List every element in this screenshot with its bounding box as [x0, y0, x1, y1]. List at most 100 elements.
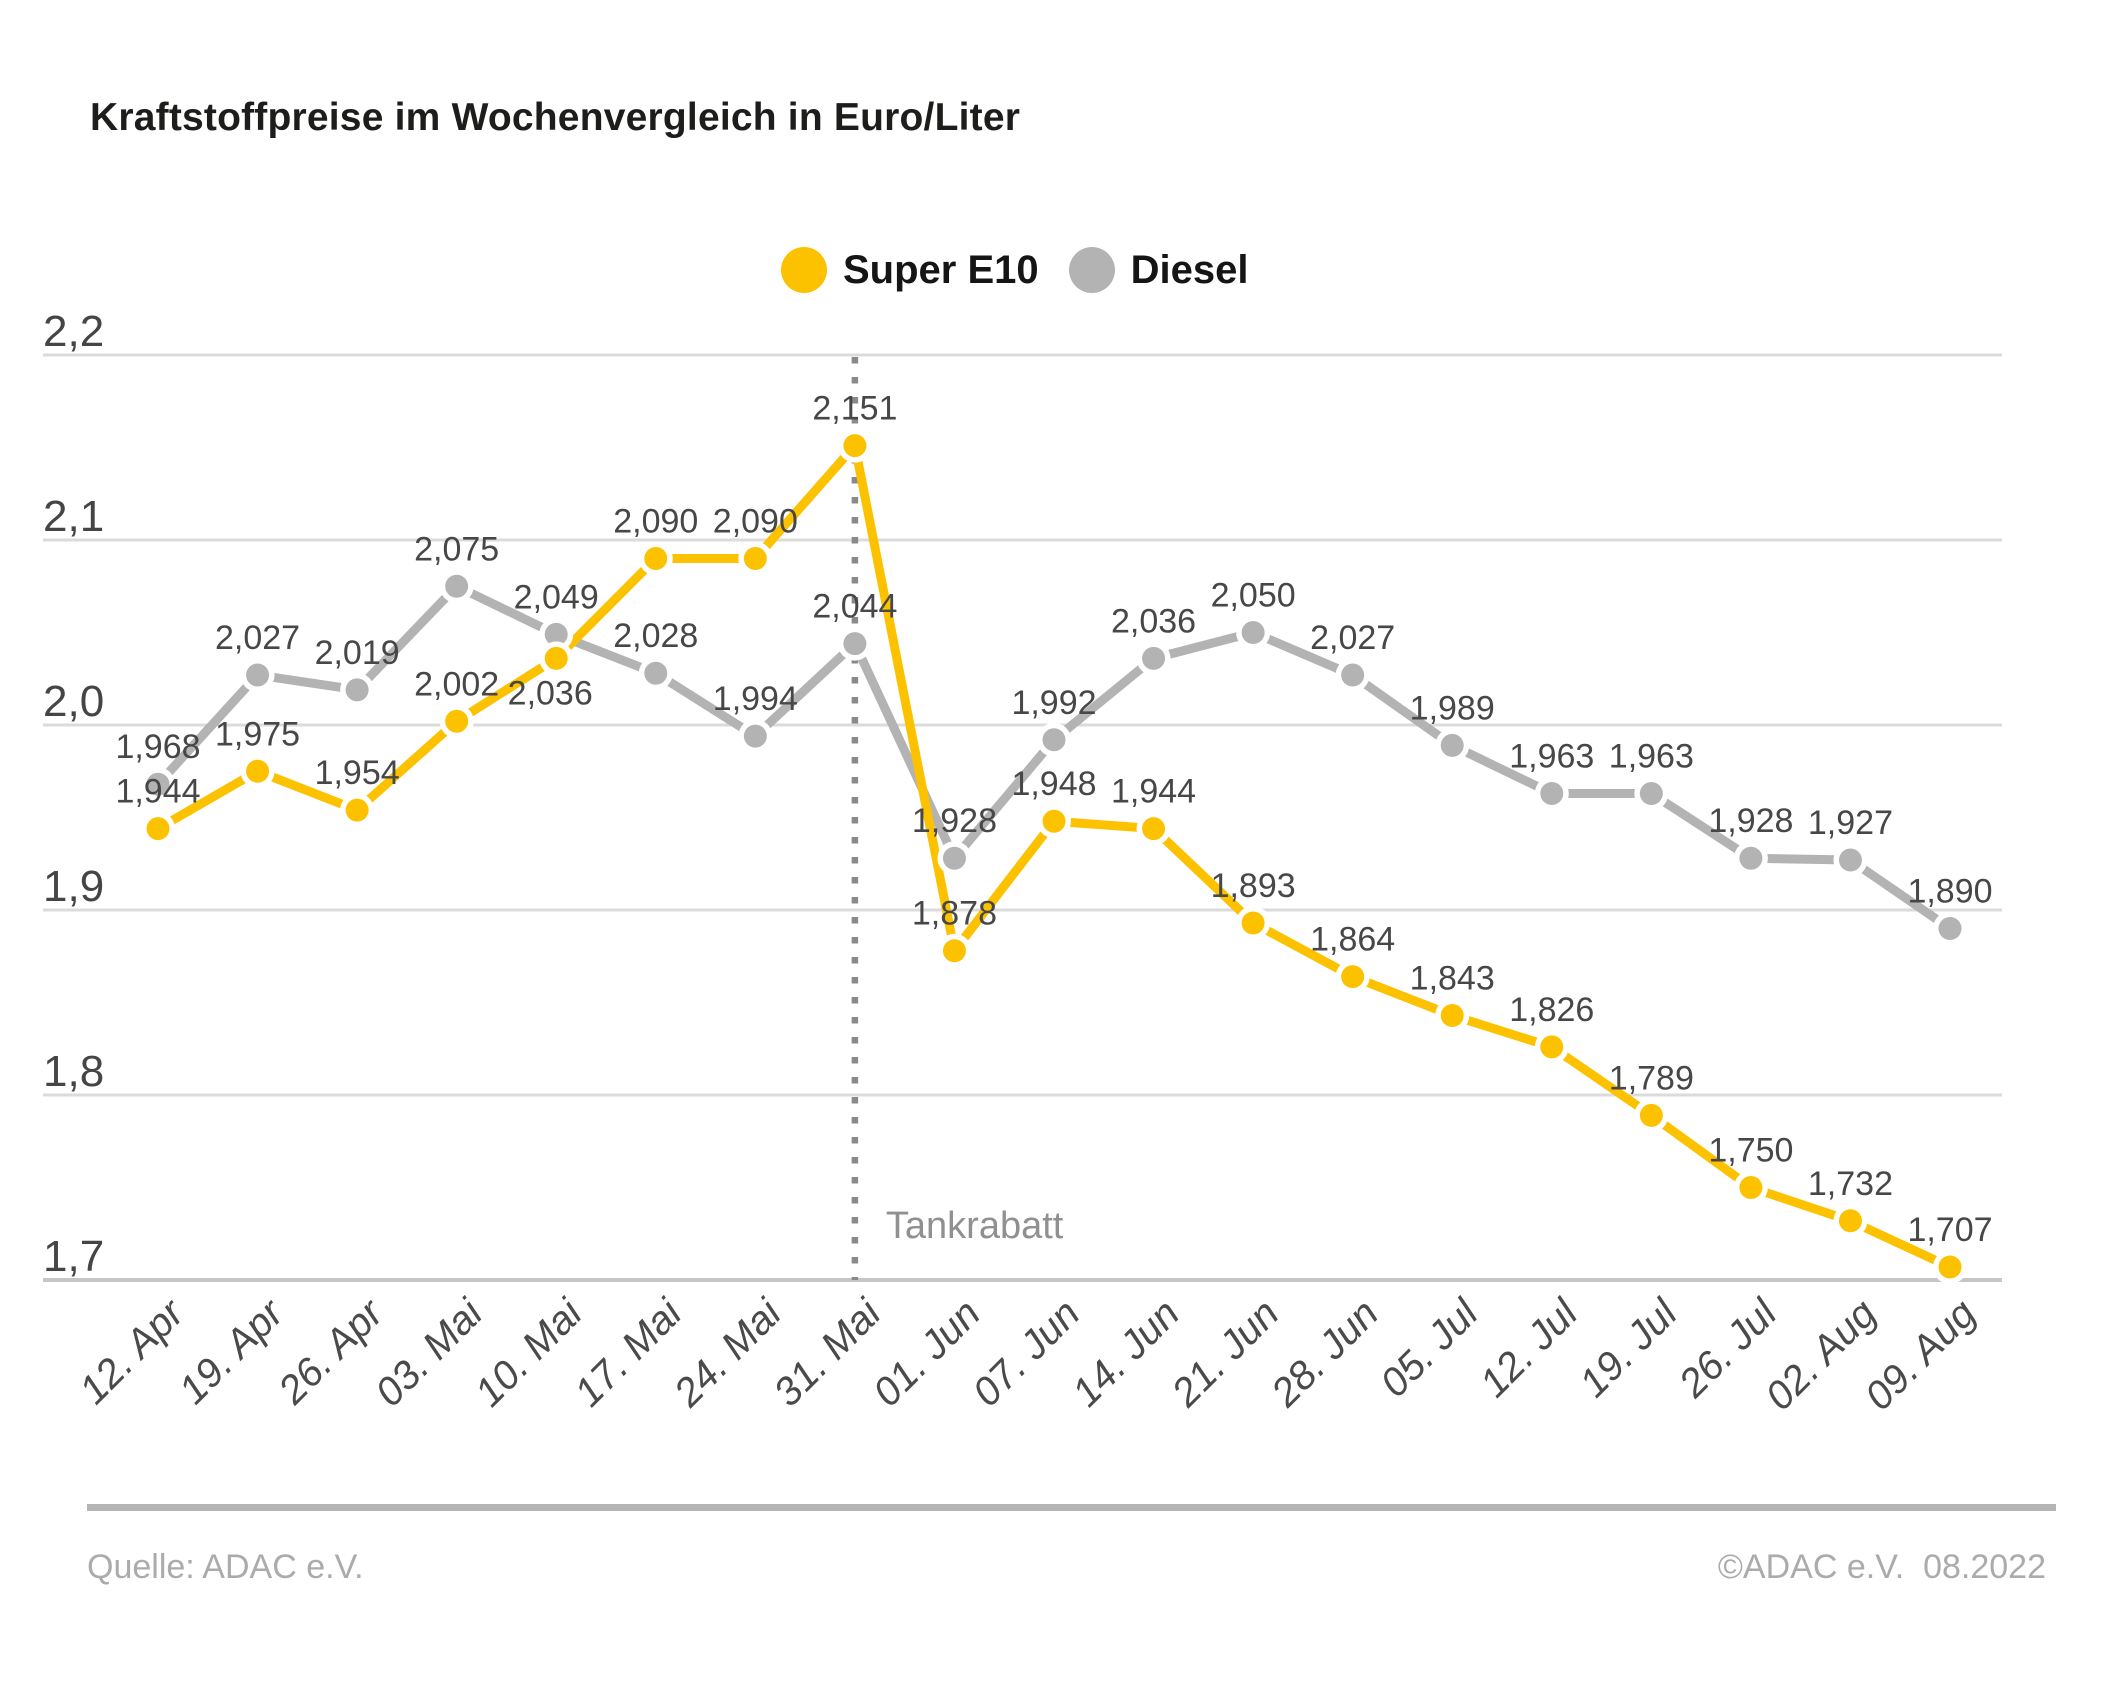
data-point-super-e10: [942, 939, 966, 963]
data-point-diesel: [345, 678, 369, 702]
data-point-label: 1,843: [1410, 959, 1495, 997]
data-point-diesel: [146, 772, 170, 796]
data-point-diesel: [1938, 917, 1962, 940]
data-point-label: 1,944: [1111, 773, 1196, 811]
data-point-label: 1,928: [1708, 802, 1793, 840]
y-tick-label: 2,1: [43, 492, 104, 541]
chart-title: Kraftstoffpreise im Wochenvergleich in E…: [90, 96, 1021, 139]
legend-item-diesel: Diesel: [1068, 247, 1249, 293]
super-e10-swatch-icon: [781, 247, 827, 293]
legend-label-super-e10: Super E10: [843, 248, 1039, 292]
data-point-super-e10: [445, 709, 469, 733]
data-point-diesel: [1042, 728, 1066, 752]
data-point-super-e10: [246, 759, 270, 783]
y-tick-label: 1,8: [43, 1047, 104, 1096]
data-point-label: 1,750: [1708, 1132, 1793, 1170]
data-point-super-e10: [843, 434, 867, 458]
data-point-diesel: [1838, 848, 1862, 872]
data-point-diesel: [246, 663, 270, 687]
data-point-label: 1,963: [1609, 737, 1694, 775]
data-point-label: 1,707: [1907, 1211, 1992, 1249]
data-point-label: 1,989: [1410, 689, 1495, 727]
data-point-diesel: [1639, 781, 1663, 805]
data-point-label: 1,994: [713, 680, 798, 718]
data-point-label: 2,019: [315, 634, 400, 672]
data-point-super-e10: [1639, 1103, 1663, 1127]
data-point-label: 1,732: [1808, 1165, 1893, 1203]
data-point-label: 2,027: [215, 619, 300, 657]
y-tick-label: 1,9: [43, 862, 104, 911]
y-tick-label: 2,2: [43, 307, 104, 356]
data-point-label: 2,036: [1111, 602, 1196, 640]
data-point-diesel: [445, 574, 469, 598]
footer-divider: [87, 1504, 2056, 1511]
data-point-label: 2,027: [1310, 619, 1395, 657]
data-point-label: 2,044: [812, 588, 897, 626]
data-point-super-e10: [1540, 1035, 1564, 1059]
data-point-super-e10: [743, 547, 767, 570]
data-point-label: 1,975: [215, 715, 300, 753]
data-point-label: 1,992: [1011, 684, 1096, 722]
data-point-super-e10: [1739, 1176, 1763, 1199]
data-point-label: 1,927: [1808, 804, 1893, 842]
data-point-super-e10: [146, 817, 170, 841]
x-tick-label: 24. Mai: [665, 1290, 790, 1415]
data-point-label: 2,075: [414, 530, 499, 568]
data-point-super-e10: [345, 798, 369, 822]
data-point-label: 1,890: [1907, 873, 1992, 911]
data-point-label: 2,050: [1211, 577, 1296, 615]
data-point-label: 1,968: [115, 728, 200, 766]
data-point-label: 2,002: [414, 665, 499, 703]
x-tick-label: 05. Jul: [1372, 1290, 1487, 1405]
data-point-label: 1,944: [115, 773, 200, 811]
data-point-label: 1,948: [1011, 765, 1096, 803]
data-point-super-e10: [1440, 1003, 1464, 1027]
data-point-diesel: [1142, 646, 1166, 670]
x-tick-label: 03. Mai: [367, 1290, 492, 1415]
source-note: Quelle: ADAC e.V.: [87, 1548, 364, 1586]
data-point-super-e10: [1838, 1209, 1862, 1233]
data-point-diesel: [1739, 846, 1763, 870]
x-tick-label: 28. Jun: [1262, 1291, 1387, 1416]
x-tick-label: 07. Jun: [964, 1291, 1088, 1415]
line-super-e10: [155, 441, 1952, 1272]
legend-item-super-e10: Super E10: [781, 247, 1039, 293]
data-point-super-e10: [1341, 965, 1365, 989]
diesel-swatch-icon: [1068, 247, 1115, 293]
x-tick-label: 10. Mai: [467, 1290, 592, 1415]
data-point-label: 1,789: [1609, 1059, 1694, 1097]
data-point-diesel: [743, 724, 767, 748]
x-tick-label: 17. Mai: [566, 1290, 691, 1415]
data-point-label: 1,826: [1509, 991, 1594, 1029]
data-point-label: 2,036: [508, 674, 593, 712]
data-point-label: 2,090: [613, 503, 698, 541]
data-point-diesel: [644, 661, 668, 685]
tankrabatt-label: Tankrabatt: [886, 1205, 1064, 1247]
data-point-label: 1,954: [315, 754, 400, 792]
data-point-label: 1,963: [1509, 737, 1594, 775]
data-point-diesel: [1440, 733, 1464, 757]
data-point-diesel: [1540, 781, 1564, 805]
x-tick-label: 02. Aug: [1757, 1291, 1885, 1419]
data-point-super-e10: [644, 547, 668, 570]
data-point-label: 1,893: [1211, 867, 1296, 905]
data-point-label: 1,864: [1310, 921, 1395, 959]
data-point-label: 2,090: [713, 503, 798, 541]
legend: Super E10 Diesel: [781, 247, 1249, 293]
data-point-label: 2,028: [613, 617, 698, 655]
data-point-label: 2,151: [812, 390, 897, 428]
y-tick-label: 2,0: [43, 677, 104, 726]
data-point-label: 1,928: [912, 802, 997, 840]
x-tick-label: 12. Jul: [1472, 1290, 1587, 1405]
y-tick-label: 1,7: [43, 1232, 104, 1281]
legend-label-diesel: Diesel: [1130, 248, 1249, 292]
data-point-super-e10: [544, 646, 568, 670]
x-tick-label: 26. Apr: [270, 1290, 393, 1413]
x-tick-label: 19. Apr: [171, 1290, 293, 1412]
data-point-super-e10: [1042, 809, 1066, 833]
x-tick-label: 09. Aug: [1857, 1291, 1985, 1419]
x-tick-label: 21. Jun: [1163, 1291, 1288, 1416]
x-tick-label: 01. Jun: [865, 1291, 989, 1415]
